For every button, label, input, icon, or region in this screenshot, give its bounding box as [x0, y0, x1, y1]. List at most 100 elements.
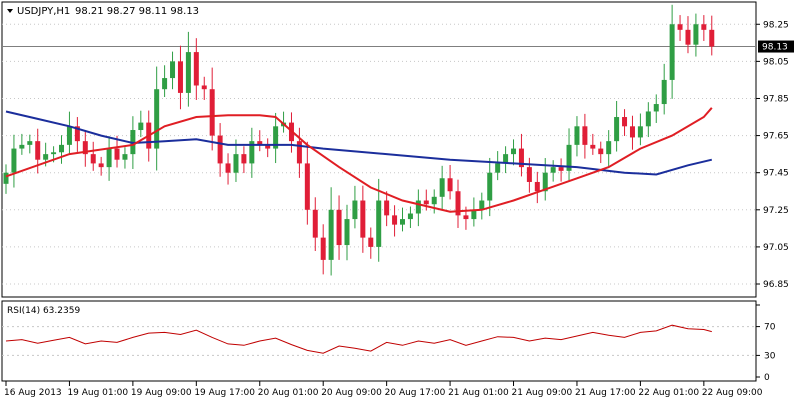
time-tick-label: 21 Aug 09:00	[512, 388, 573, 398]
candle-body	[90, 154, 96, 164]
candle-body	[122, 154, 128, 160]
candle-body	[495, 163, 501, 173]
time-tick-label: 20 Aug 01:00	[258, 388, 319, 398]
candle-body	[273, 126, 279, 149]
candle-body	[304, 163, 310, 210]
bearish-candle	[590, 133, 596, 155]
bearish-candle	[701, 15, 707, 41]
candle-body	[344, 219, 350, 246]
candle-body	[312, 209, 318, 238]
candle-body	[542, 172, 548, 192]
candle-body	[59, 144, 65, 153]
fast-moving-average-line	[5, 107, 713, 213]
rsi-indicator-label: RSI(14) 63.2359	[7, 306, 80, 316]
candle-body	[431, 196, 437, 205]
price-tick-label: 97.05	[763, 243, 789, 253]
candle-body	[376, 200, 382, 247]
bullish-candle	[273, 112, 279, 164]
time-tick-label: 19 Aug 09:00	[131, 388, 192, 398]
candle-body	[669, 24, 675, 80]
bearish-candle	[217, 123, 223, 177]
time-tick-label: 20 Aug 17:00	[385, 388, 446, 398]
candle-body	[193, 52, 199, 86]
current-price-box	[758, 40, 794, 53]
bearish-candle	[257, 130, 263, 152]
candle-body	[66, 126, 72, 145]
bullish-candle	[487, 157, 493, 217]
candle-body	[320, 237, 326, 260]
bullish-candle	[233, 139, 239, 182]
bullish-candle	[550, 160, 556, 182]
rsi-axis: 70 30 0	[756, 304, 776, 383]
candle-body	[43, 154, 49, 160]
candle-body	[526, 167, 532, 182]
bullish-candle	[439, 165, 445, 211]
candle-body	[51, 152, 57, 155]
time-tick-label: 22 Aug 01:00	[638, 388, 699, 398]
candle-body	[360, 200, 366, 238]
price-tick-label: 98.25	[763, 20, 789, 30]
bullish-candle	[669, 4, 675, 99]
bearish-candle	[241, 146, 247, 174]
bearish-candle	[534, 171, 540, 204]
candle-body	[709, 29, 715, 47]
bearish-candle	[98, 156, 104, 176]
time-tick-label: 16 Aug 2013	[4, 388, 62, 398]
candlestick-series	[3, 4, 715, 276]
bullish-candle	[415, 189, 421, 227]
candle-body	[645, 111, 651, 127]
bearish-candle	[558, 158, 564, 182]
bullish-candle	[106, 136, 112, 181]
candle-body	[637, 126, 643, 138]
bullish-candle	[400, 207, 405, 232]
candle-body	[701, 24, 707, 30]
bearish-candle	[114, 135, 120, 168]
bullish-candle	[154, 66, 160, 171]
rsi-tick-label: 0	[764, 373, 770, 383]
bullish-candle	[511, 139, 517, 166]
bearish-candle	[177, 45, 183, 110]
candle-body	[114, 148, 120, 160]
candle-body	[400, 219, 405, 225]
price-header: USDJPY,H1 98.21 98.27 98.11 98.13	[7, 6, 199, 17]
price-tick-label: 97.65	[763, 132, 789, 142]
bearish-candle	[265, 138, 271, 158]
bullish-candle	[645, 102, 651, 138]
candle-body	[27, 141, 33, 145]
candle-body	[19, 144, 25, 149]
candle-body	[423, 200, 429, 205]
candle-body	[392, 215, 398, 225]
candle-body	[693, 24, 699, 45]
bullish-candle	[162, 65, 168, 97]
candle-body	[511, 148, 517, 155]
bearish-candle	[296, 127, 302, 178]
candle-body	[209, 89, 215, 136]
bullish-candle	[138, 110, 144, 138]
bullish-candle	[566, 128, 572, 182]
candle-body	[185, 52, 191, 93]
candle-body	[574, 126, 580, 145]
bearish-candle	[598, 141, 604, 164]
candle-body	[415, 200, 421, 214]
candle-body	[154, 89, 160, 149]
bullish-candle	[11, 134, 17, 188]
bullish-candle	[479, 192, 485, 220]
candle-body	[328, 209, 334, 260]
bullish-candle	[328, 187, 334, 276]
bearish-candle	[447, 164, 453, 200]
bullish-candle	[637, 113, 643, 146]
time-axis: 16 Aug 2013 19 Aug 01:00 19 Aug 09:00 19 Au…	[4, 381, 763, 398]
current-price-label: 98.13	[762, 43, 788, 53]
dropdown-triangle-icon[interactable]	[7, 9, 13, 13]
candle-body	[661, 79, 667, 105]
rsi-tick-label: 70	[764, 323, 776, 333]
candle-body	[685, 29, 691, 45]
bearish-candle	[193, 38, 199, 100]
bearish-candle	[384, 191, 390, 227]
bearish-candle	[629, 115, 635, 150]
bearish-candle	[225, 153, 231, 185]
candle-body	[74, 126, 80, 142]
candle-body	[550, 167, 556, 173]
candle-body	[622, 117, 628, 127]
